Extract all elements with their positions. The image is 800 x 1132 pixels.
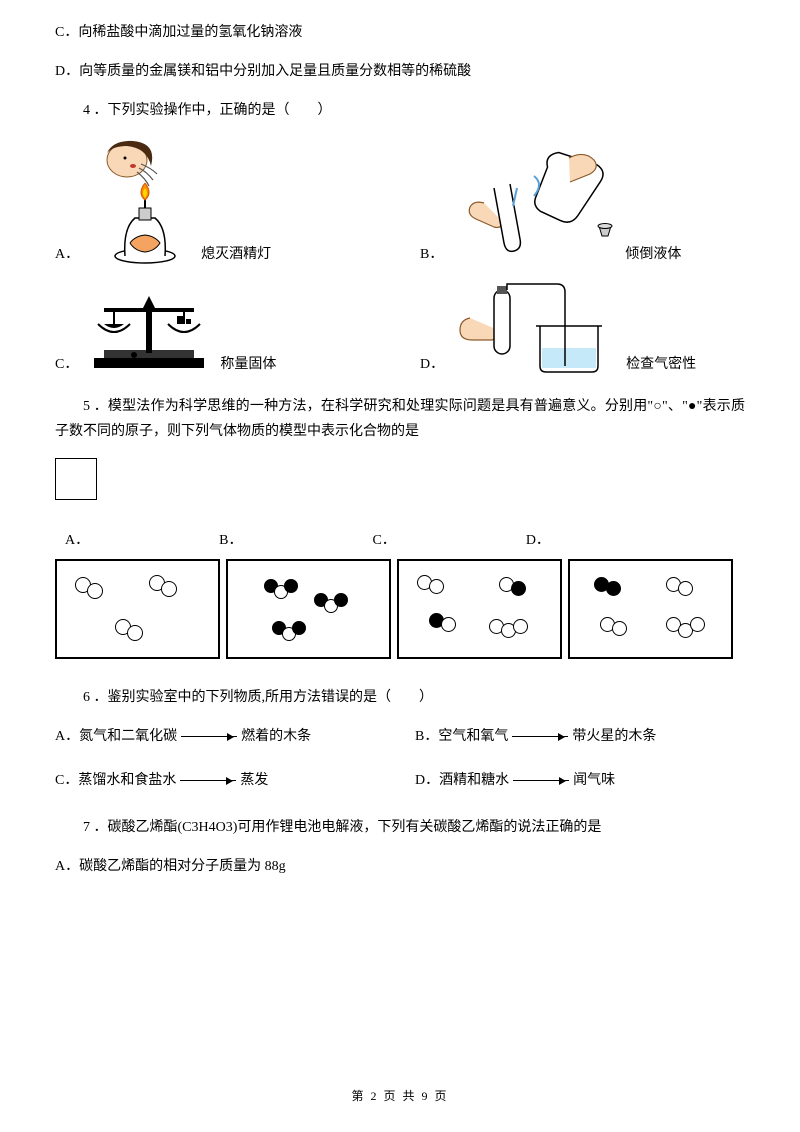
- q6-a-right: 燃着的木条: [241, 724, 311, 749]
- q5-box-a: [55, 559, 220, 659]
- q6-c-left: C．蒸馏水和食盐水: [55, 768, 176, 793]
- arrow-icon: [180, 780, 236, 781]
- q5-label-c: C．: [372, 528, 395, 553]
- q6-b: B．空气和氧气 带火星的木条: [415, 724, 745, 749]
- q4-b-image: [449, 148, 619, 268]
- q5-box-d: [568, 559, 733, 659]
- q6-options: A．氮气和二氧化碳 燃着的木条 B．空气和氧气 带火星的木条 C．蒸馏水和食盐水…: [55, 724, 745, 792]
- q6-c-right: 蒸发: [240, 768, 268, 793]
- q4-c-image: [84, 288, 214, 378]
- q4-b-prefix: B．: [420, 242, 443, 267]
- q7-stem: 7 ．碳酸乙烯酯(C3H4O3)可用作锂电池电解液，下列有关碳酸乙烯酯的说法正确…: [55, 815, 745, 840]
- q5-box-b: [226, 559, 391, 659]
- q6-a: A．氮气和二氧化碳 燃着的木条: [55, 724, 385, 749]
- q6-a-left: A．氮气和二氧化碳: [55, 724, 177, 749]
- q4-option-a: A． 熄灭酒精灯: [55, 138, 380, 268]
- arrow-icon: [513, 780, 569, 781]
- q4-a-prefix: A．: [55, 242, 79, 267]
- q4-d-prefix: D．: [420, 352, 444, 377]
- q5-label-d: D．: [526, 528, 550, 553]
- q6-stem: 6 ．鉴别实验室中的下列物质,所用方法错误的是（ ）: [55, 685, 745, 710]
- q5-box-c: [397, 559, 562, 659]
- q6-d-right: 闻气味: [573, 768, 615, 793]
- q4-c-label: 称量固体: [220, 352, 276, 377]
- option-d: D．向等质量的金属镁和铝中分别加入足量且质量分数相等的稀硫酸: [55, 59, 745, 84]
- q6-c: C．蒸馏水和食盐水 蒸发: [55, 768, 385, 793]
- arrow-icon: [512, 736, 568, 737]
- q4-a-label: 熄灭酒精灯: [201, 242, 271, 267]
- q4-d-label: 检查气密性: [626, 352, 696, 377]
- q4-a-image: [85, 138, 195, 268]
- q4-option-d: D． 检查气密性: [420, 278, 745, 378]
- q5-placeholder-box: [55, 458, 97, 500]
- q5-boxes: [55, 559, 745, 659]
- page-footer: 第 2 页 共 9 页: [0, 1086, 800, 1108]
- q4-option-b: B． 倾倒液体: [420, 138, 745, 268]
- q5-label-b: B．: [219, 528, 242, 553]
- option-c: C．向稀盐酸中滴加过量的氢氧化钠溶液: [55, 20, 745, 45]
- q5-stem: 5 ．模型法作为科学思维的一种方法，在科学研究和处理实际问题是具有普遍意义。分别…: [55, 394, 745, 444]
- q6-b-right: 带火星的木条: [572, 724, 656, 749]
- q4-c-prefix: C．: [55, 352, 78, 377]
- arrow-icon: [181, 736, 237, 737]
- q6-b-left: B．空气和氧气: [415, 724, 508, 749]
- q4-d-image: [450, 278, 620, 378]
- q4-stem: 4 ．下列实验操作中，正确的是（ ）: [55, 98, 745, 123]
- q4-option-c: C．: [55, 278, 380, 378]
- q4-options: A． 熄灭酒精灯 B．: [55, 138, 745, 378]
- q6-d-left: D．酒精和糖水: [415, 768, 509, 793]
- q6-d: D．酒精和糖水 闻气味: [415, 768, 745, 793]
- q5-labels: A． B． C． D．: [55, 528, 745, 553]
- q5-label-a: A．: [65, 528, 89, 553]
- q4-b-label: 倾倒液体: [625, 242, 681, 267]
- q7-a: A．碳酸乙烯酯的相对分子质量为 88g: [55, 854, 745, 879]
